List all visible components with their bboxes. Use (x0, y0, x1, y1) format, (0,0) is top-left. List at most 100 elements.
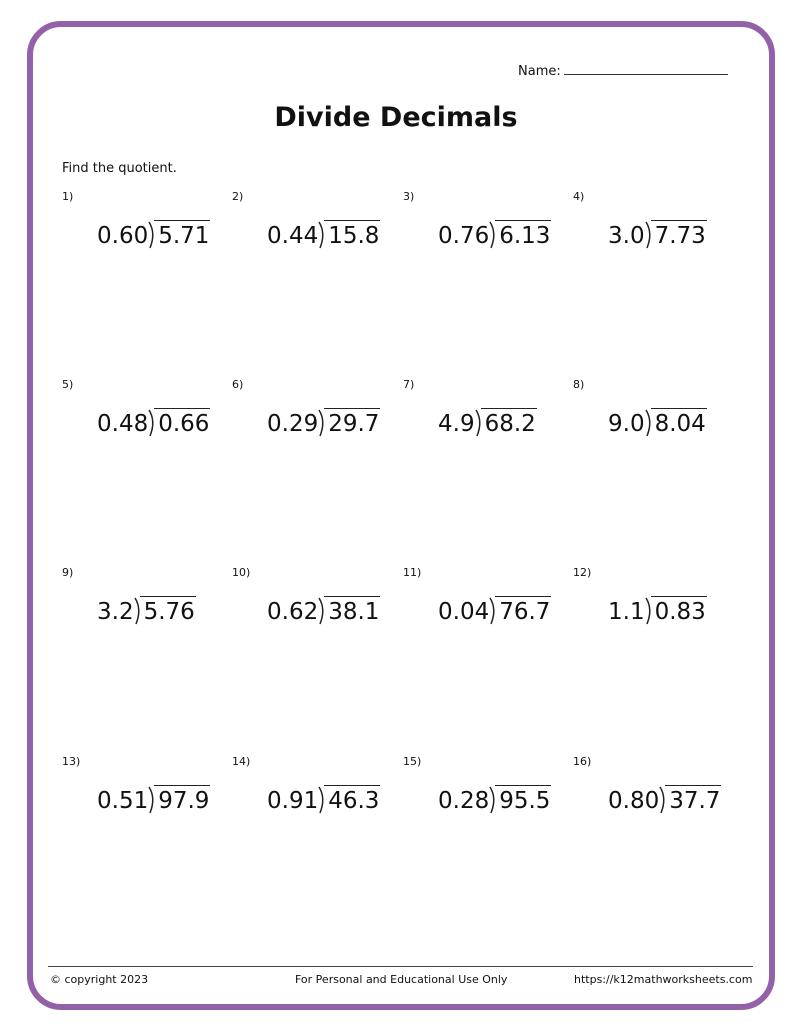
problem: 9) 3.2 5.76 (62, 566, 232, 754)
dividend: 76.7 (495, 596, 552, 625)
dividend: 37.7 (665, 785, 722, 814)
division-bracket-icon (318, 221, 326, 249)
division-bracket-icon (133, 597, 142, 625)
problem: 2) 0.44 15.8 (232, 190, 402, 378)
division-bracket-icon (659, 786, 667, 814)
division-bracket-icon (644, 409, 653, 437)
name-line[interactable] (563, 62, 728, 75)
problem: 15) 0.28 95.5 (403, 755, 573, 943)
copyright: © copyright 2023 (50, 973, 149, 986)
problem: 12) 1.1 0.83 (573, 566, 743, 754)
long-division: 0.48 0.66 (97, 408, 211, 437)
dividend: 68.2 (480, 408, 537, 437)
divisor: 0.51 (97, 788, 149, 814)
problem-number: 1) (62, 190, 74, 203)
problem: 13) 0.51 97.9 (62, 755, 232, 943)
problem: 3) 0.76 6.13 (403, 190, 573, 378)
problem-number: 2) (232, 190, 244, 203)
dividend: 95.5 (495, 785, 552, 814)
divisor: 9.0 (608, 411, 645, 437)
problem: 5) 0.48 0.66 (62, 378, 232, 566)
problem-number: 13) (62, 755, 81, 768)
division-bracket-icon (489, 221, 497, 249)
problem-number: 11) (403, 566, 422, 579)
problem-number: 4) (573, 190, 585, 203)
dividend: 97.9 (154, 785, 211, 814)
problem: 8) 9.0 8.04 (573, 378, 743, 566)
problem-number: 5) (62, 378, 74, 391)
dividend: 29.7 (324, 408, 381, 437)
division-bracket-icon (644, 597, 653, 625)
dividend: 46.3 (324, 785, 381, 814)
divisor: 3.2 (97, 599, 134, 625)
long-division: 0.04 76.7 (438, 596, 552, 625)
divisor: 0.04 (438, 599, 490, 625)
usage-notice: For Personal and Educational Use Only (295, 973, 508, 986)
problem-number: 7) (403, 378, 415, 391)
problem: 6) 0.29 29.7 (232, 378, 402, 566)
division-bracket-icon (489, 786, 497, 814)
long-division: 3.0 7.73 (608, 220, 707, 249)
problem-number: 12) (573, 566, 592, 579)
dividend: 7.73 (650, 220, 707, 249)
divisor: 0.60 (97, 223, 149, 249)
dividend: 0.83 (650, 596, 707, 625)
divisor: 0.44 (267, 223, 319, 249)
long-division: 4.9 68.2 (438, 408, 537, 437)
problem-number: 10) (232, 566, 251, 579)
footer-divider (48, 966, 753, 967)
name-label: Name: (518, 64, 561, 79)
long-division: 0.44 15.8 (267, 220, 381, 249)
divisor: 0.80 (608, 788, 660, 814)
division-bracket-icon (644, 221, 653, 249)
problem: 16) 0.80 37.7 (573, 755, 743, 943)
instructions: Find the quotient. (62, 161, 177, 176)
division-bracket-icon (318, 597, 326, 625)
dividend: 0.66 (154, 408, 211, 437)
name-field[interactable]: Name: (518, 62, 728, 79)
long-division: 0.29 29.7 (267, 408, 381, 437)
divisor: 4.9 (438, 411, 475, 437)
divisor: 1.1 (608, 599, 645, 625)
problem-number: 16) (573, 755, 592, 768)
page-title: Divide Decimals (274, 102, 518, 133)
long-division: 9.0 8.04 (608, 408, 707, 437)
long-division: 0.80 37.7 (608, 785, 722, 814)
division-bracket-icon (318, 786, 326, 814)
dividend: 15.8 (324, 220, 381, 249)
divisor: 0.48 (97, 411, 149, 437)
problem: 7) 4.9 68.2 (403, 378, 573, 566)
long-division: 0.60 5.71 (97, 220, 211, 249)
long-division: 0.51 97.9 (97, 785, 211, 814)
divisor: 0.76 (438, 223, 490, 249)
divisor: 3.0 (608, 223, 645, 249)
problem-number: 8) (573, 378, 585, 391)
problem-number: 3) (403, 190, 415, 203)
long-division: 0.28 95.5 (438, 785, 552, 814)
dividend: 5.71 (154, 220, 211, 249)
problem: 14) 0.91 46.3 (232, 755, 402, 943)
problem-number: 9) (62, 566, 74, 579)
problem-number: 14) (232, 755, 251, 768)
long-division: 1.1 0.83 (608, 596, 707, 625)
long-division: 0.76 6.13 (438, 220, 552, 249)
division-bracket-icon (148, 786, 156, 814)
divisor: 0.62 (267, 599, 319, 625)
long-division: 0.62 38.1 (267, 596, 381, 625)
problem: 11) 0.04 76.7 (403, 566, 573, 754)
problem: 10) 0.62 38.1 (232, 566, 402, 754)
division-bracket-icon (148, 409, 156, 437)
dividend: 38.1 (324, 596, 381, 625)
website-url: https://k12mathworksheets.com (574, 973, 753, 986)
divisor: 0.29 (267, 411, 319, 437)
long-division: 0.91 46.3 (267, 785, 381, 814)
long-division: 3.2 5.76 (97, 596, 196, 625)
division-bracket-icon (489, 597, 497, 625)
problem: 1) 0.60 5.71 (62, 190, 232, 378)
dividend: 6.13 (495, 220, 552, 249)
problem-number: 15) (403, 755, 422, 768)
dividend: 5.76 (139, 596, 196, 625)
problem-number: 6) (232, 378, 244, 391)
division-bracket-icon (474, 409, 483, 437)
dividend: 8.04 (650, 408, 707, 437)
